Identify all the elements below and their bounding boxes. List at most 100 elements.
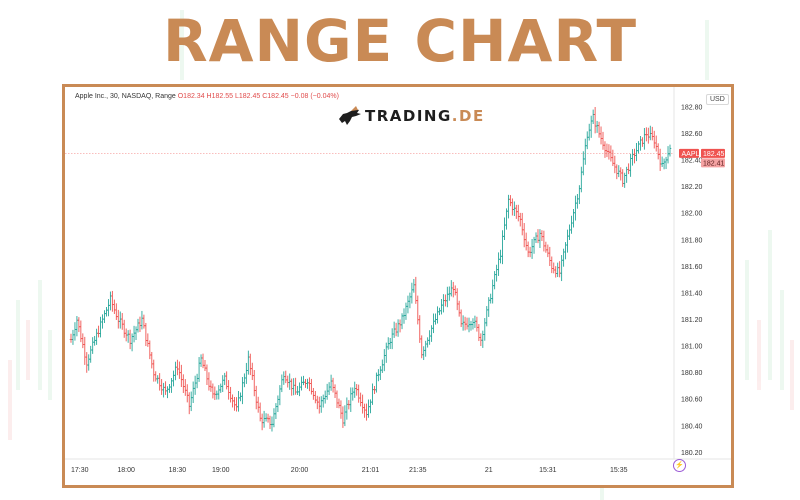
price-bar bbox=[132, 325, 136, 343]
price-bar bbox=[382, 349, 386, 372]
price-bar bbox=[562, 248, 565, 267]
price-bar bbox=[77, 317, 81, 333]
price-bar bbox=[558, 261, 561, 278]
price-bar bbox=[298, 382, 301, 397]
price-bar bbox=[658, 148, 662, 171]
price-bar bbox=[507, 194, 510, 219]
price-bar bbox=[130, 333, 134, 352]
y-axis-ticks: 180.20 180.40 180.60 180.80 181.00 181.20 181.… bbox=[681, 104, 703, 456]
price-bar bbox=[280, 374, 284, 393]
price-bar bbox=[540, 230, 544, 241]
y-tick-label-1: 180.40 bbox=[681, 423, 703, 430]
price-bar bbox=[513, 201, 516, 217]
lightning-icon[interactable]: ⚡ bbox=[673, 459, 686, 472]
x-tick-label-8: 15:31 bbox=[539, 467, 557, 474]
price-bar bbox=[302, 375, 305, 386]
price-bar bbox=[550, 256, 554, 274]
symbol-info: Apple Inc., 30, NASDAQ, Range O182.34 H1… bbox=[75, 93, 339, 100]
price-bar bbox=[633, 148, 636, 164]
price-bar bbox=[580, 166, 583, 193]
prev-price-badge-text: 182.41 bbox=[703, 160, 725, 167]
price-bar bbox=[457, 300, 461, 317]
price-bar bbox=[300, 376, 303, 391]
price-bar bbox=[107, 299, 110, 317]
price-bar bbox=[656, 143, 660, 160]
price-bar bbox=[548, 246, 552, 267]
price-bar bbox=[442, 294, 445, 313]
price-bar bbox=[201, 353, 205, 369]
price-bar bbox=[103, 310, 106, 323]
price-bar bbox=[341, 406, 345, 428]
price-bar bbox=[148, 340, 152, 360]
x-tick-label-7: 21 bbox=[485, 467, 493, 474]
price-bar bbox=[81, 333, 85, 349]
y-tick-label-7: 181.60 bbox=[681, 264, 703, 271]
currency-button[interactable]: USD bbox=[706, 94, 729, 105]
y-tick-label-0: 180.20 bbox=[681, 450, 703, 457]
price-bar bbox=[319, 396, 323, 413]
price-bar bbox=[576, 193, 579, 209]
price-bar bbox=[168, 384, 171, 393]
price-bar bbox=[286, 375, 290, 388]
price-bar bbox=[605, 143, 609, 158]
price-bar bbox=[254, 385, 258, 410]
price-bar bbox=[215, 390, 219, 400]
price-bar bbox=[428, 330, 431, 345]
price-bar bbox=[213, 386, 217, 401]
price-bar bbox=[105, 307, 108, 317]
price-bar bbox=[623, 172, 626, 188]
price-bar bbox=[650, 126, 654, 141]
price-bar bbox=[422, 346, 426, 361]
price-bar bbox=[461, 315, 465, 331]
price-bar bbox=[392, 321, 396, 338]
y-tick-label-8: 181.80 bbox=[681, 237, 703, 244]
price-bar bbox=[274, 403, 278, 420]
price-bar bbox=[144, 322, 148, 347]
price-bar bbox=[111, 290, 114, 312]
y-tick-label-2: 180.60 bbox=[681, 397, 703, 404]
price-bar bbox=[345, 397, 349, 420]
price-bar bbox=[249, 353, 252, 376]
price-bar bbox=[453, 285, 457, 296]
price-bar bbox=[390, 328, 394, 350]
price-bar bbox=[262, 410, 266, 428]
price-bar bbox=[211, 383, 215, 399]
headline: RANGE CHART bbox=[162, 7, 638, 75]
price-bar bbox=[591, 109, 595, 125]
price-bar bbox=[619, 167, 623, 181]
y-tick-label-10: 182.20 bbox=[681, 184, 703, 191]
price-bar bbox=[317, 396, 321, 414]
price-bar bbox=[333, 384, 337, 398]
price-bar bbox=[662, 158, 666, 170]
price-bar bbox=[408, 292, 412, 309]
chart-panel[interactable]: 180.20 180.40 180.60 180.80 181.00 181.20 181.… bbox=[62, 84, 734, 488]
price-bar bbox=[406, 295, 410, 314]
x-tick-label-3: 19:00 bbox=[212, 467, 230, 474]
range-chart[interactable]: 180.20 180.40 180.60 180.80 181.00 181.20 181.… bbox=[65, 87, 731, 485]
price-bar bbox=[331, 377, 335, 393]
price-bar bbox=[250, 362, 254, 381]
price-bar bbox=[432, 313, 435, 334]
price-bar bbox=[150, 351, 154, 369]
price-bar bbox=[97, 325, 100, 338]
y-tick-label-13: 182.80 bbox=[681, 104, 703, 111]
price-bar bbox=[353, 381, 357, 398]
price-bar bbox=[469, 320, 473, 331]
x-axis-ticks: 17:30 18:00 18:30 19:00 20:00 21:01 21:35 21 15:… bbox=[71, 467, 628, 474]
price-bar bbox=[85, 352, 89, 373]
price-bar bbox=[312, 387, 315, 400]
price-bar bbox=[99, 316, 102, 338]
price-bar bbox=[631, 149, 634, 166]
price-bar bbox=[335, 390, 339, 408]
price-bar bbox=[118, 311, 122, 329]
price-bar bbox=[185, 384, 189, 403]
price-bar bbox=[162, 382, 165, 398]
price-bar bbox=[639, 136, 642, 151]
price-bar bbox=[412, 278, 416, 293]
price-bar bbox=[534, 232, 538, 243]
price-bar bbox=[363, 403, 366, 418]
price-bar bbox=[556, 262, 559, 278]
price-bar bbox=[511, 198, 514, 216]
price-bar bbox=[134, 326, 138, 341]
price-bar bbox=[264, 413, 268, 422]
